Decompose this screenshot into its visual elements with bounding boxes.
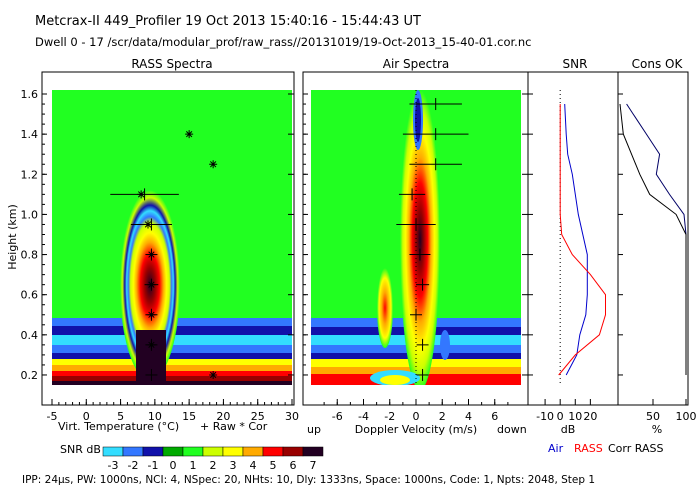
snr-xtick-label: -10 — [536, 410, 554, 423]
rass-cor-point — [147, 310, 156, 319]
rass-cor-point — [147, 250, 156, 259]
cons-panel-title: Cons OK — [632, 57, 684, 71]
rass-xtick-label: -5 — [47, 410, 58, 423]
snr-panel-title: SNR — [563, 57, 588, 71]
rass-frame — [41, 71, 295, 406]
rass-ytick-label: 1.4 — [21, 128, 39, 141]
header-title: Metcrax-II 449_Profiler 19 Oct 2013 15:4… — [35, 14, 421, 29]
snr-colorbar-tick: 1 — [190, 459, 197, 472]
footer-params: IPP: 24μs, PW: 1000ns, NCI: 4, NSpec: 20… — [22, 474, 595, 486]
snr-rass-line — [558, 104, 606, 376]
snr-colorbar-tick: -1 — [148, 459, 159, 472]
snr-colorbar-swatch — [102, 446, 124, 457]
snr-colorbar-swatch — [282, 446, 304, 457]
rass-xtick-label: 20 — [216, 410, 230, 423]
snr-colorbar-swatch — [262, 446, 284, 457]
snr-colorbar-tick: -2 — [128, 459, 139, 472]
legend-corr-rass: Corr RASS — [608, 442, 663, 455]
snr-colorbar-swatch — [122, 446, 144, 457]
height-axis-label: Height (km) — [6, 204, 19, 270]
snr-colorbar-label: SNR dB — [60, 443, 101, 456]
rass-ytick-label: 1.2 — [21, 168, 39, 181]
snr-colorbar: -3 -2 -1 0 1 2 3 4 5 6 7 — [102, 446, 324, 472]
snr-xtick-label: 10 — [568, 410, 582, 423]
rass-xtick-label: 25 — [251, 410, 265, 423]
rass-cor-point — [147, 340, 156, 349]
rass-ytick-label: 1.6 — [21, 88, 39, 101]
rass-xtick-label: 10 — [148, 410, 162, 423]
rass-xtick-label: 15 — [182, 410, 196, 423]
air-panel-title: Air Spectra — [383, 57, 450, 71]
rass-xtick-label: 5 — [117, 410, 124, 423]
air-xtick-label: 6 — [491, 410, 498, 423]
air-xlabel-up: up — [307, 423, 321, 436]
snr-colorbar-tick: 5 — [270, 459, 277, 472]
snr-colorbar-tick: 2 — [210, 459, 217, 472]
air-xtick-label: 2 — [439, 410, 446, 423]
legend-air: Air — [548, 442, 564, 455]
snr-colorbar-tick: 6 — [290, 459, 297, 472]
legend-rass: RASS — [574, 442, 603, 455]
snr-colorbar-swatch — [142, 446, 164, 457]
rass-cor-point — [209, 370, 218, 379]
rass-ytick-label: 0.8 — [21, 249, 39, 262]
snr-xlabel: dB — [561, 423, 576, 436]
cons-frame — [617, 71, 689, 406]
header-path: Dwell 0 - 17 /scr/data/modular_prof/raw_… — [35, 35, 531, 49]
cons-xtick-label: 100 — [676, 410, 697, 423]
rass-ytick-label: 1.0 — [21, 208, 39, 221]
air-xtick-label: 4 — [465, 410, 472, 423]
rass-xlabel: Virt. Temperature (°C) — [58, 420, 179, 433]
snr-air-line — [564, 103, 588, 376]
snr-xtick-label: 0 — [557, 410, 564, 423]
rass-xlabel-legend: + Raw * Cor — [200, 420, 268, 433]
snr-colorbar-swatch — [162, 446, 184, 457]
snr-colorbar-swatch — [202, 446, 224, 457]
rass-heatmap — [52, 90, 292, 385]
snr-colorbar-swatch — [222, 446, 244, 457]
rass-ytick-label: 0.6 — [21, 289, 39, 302]
snr-xtick-label: 20 — [583, 410, 597, 423]
rass-ytick-label: 0.2 — [21, 369, 39, 382]
air-xlabel-down: down — [497, 423, 527, 436]
cons-rass-line — [619, 103, 687, 375]
snr-colorbar-swatch — [302, 446, 324, 457]
snr-colorbar-tick: 4 — [250, 459, 257, 472]
rass-ytick-label: 0.4 — [21, 329, 39, 342]
rass-cor-point — [209, 160, 218, 169]
air-xtick-label: 0 — [413, 410, 420, 423]
snr-colorbar-swatch — [242, 446, 264, 457]
snr-colorbar-tick: 7 — [310, 459, 317, 472]
rass-cor-point — [137, 190, 146, 199]
snr-colorbar-tick: 0 — [170, 459, 177, 472]
rass-xtick-label: 0 — [83, 410, 90, 423]
cons-xtick-label: 50 — [646, 410, 660, 423]
rass-cor-point — [185, 130, 194, 139]
air-xlabel: Doppler Velocity (m/s) — [355, 423, 477, 436]
air-xtick-label: -6 — [332, 410, 343, 423]
rass-cor-point — [144, 220, 152, 229]
snr-frame — [527, 71, 619, 406]
snr-colorbar-tick: -3 — [108, 459, 119, 472]
cons-xlabel: % — [652, 423, 662, 436]
rass-cor-point — [147, 280, 156, 289]
air-xtick-label: -4 — [358, 410, 369, 423]
air-xtick-label: -2 — [384, 410, 395, 423]
snr-colorbar-swatch — [182, 446, 204, 457]
rass-xtick-label: 30 — [285, 410, 299, 423]
cons-corr-rass-line — [626, 103, 687, 375]
snr-colorbar-tick: 3 — [230, 459, 237, 472]
rass-panel-title: RASS Spectra — [131, 57, 212, 71]
